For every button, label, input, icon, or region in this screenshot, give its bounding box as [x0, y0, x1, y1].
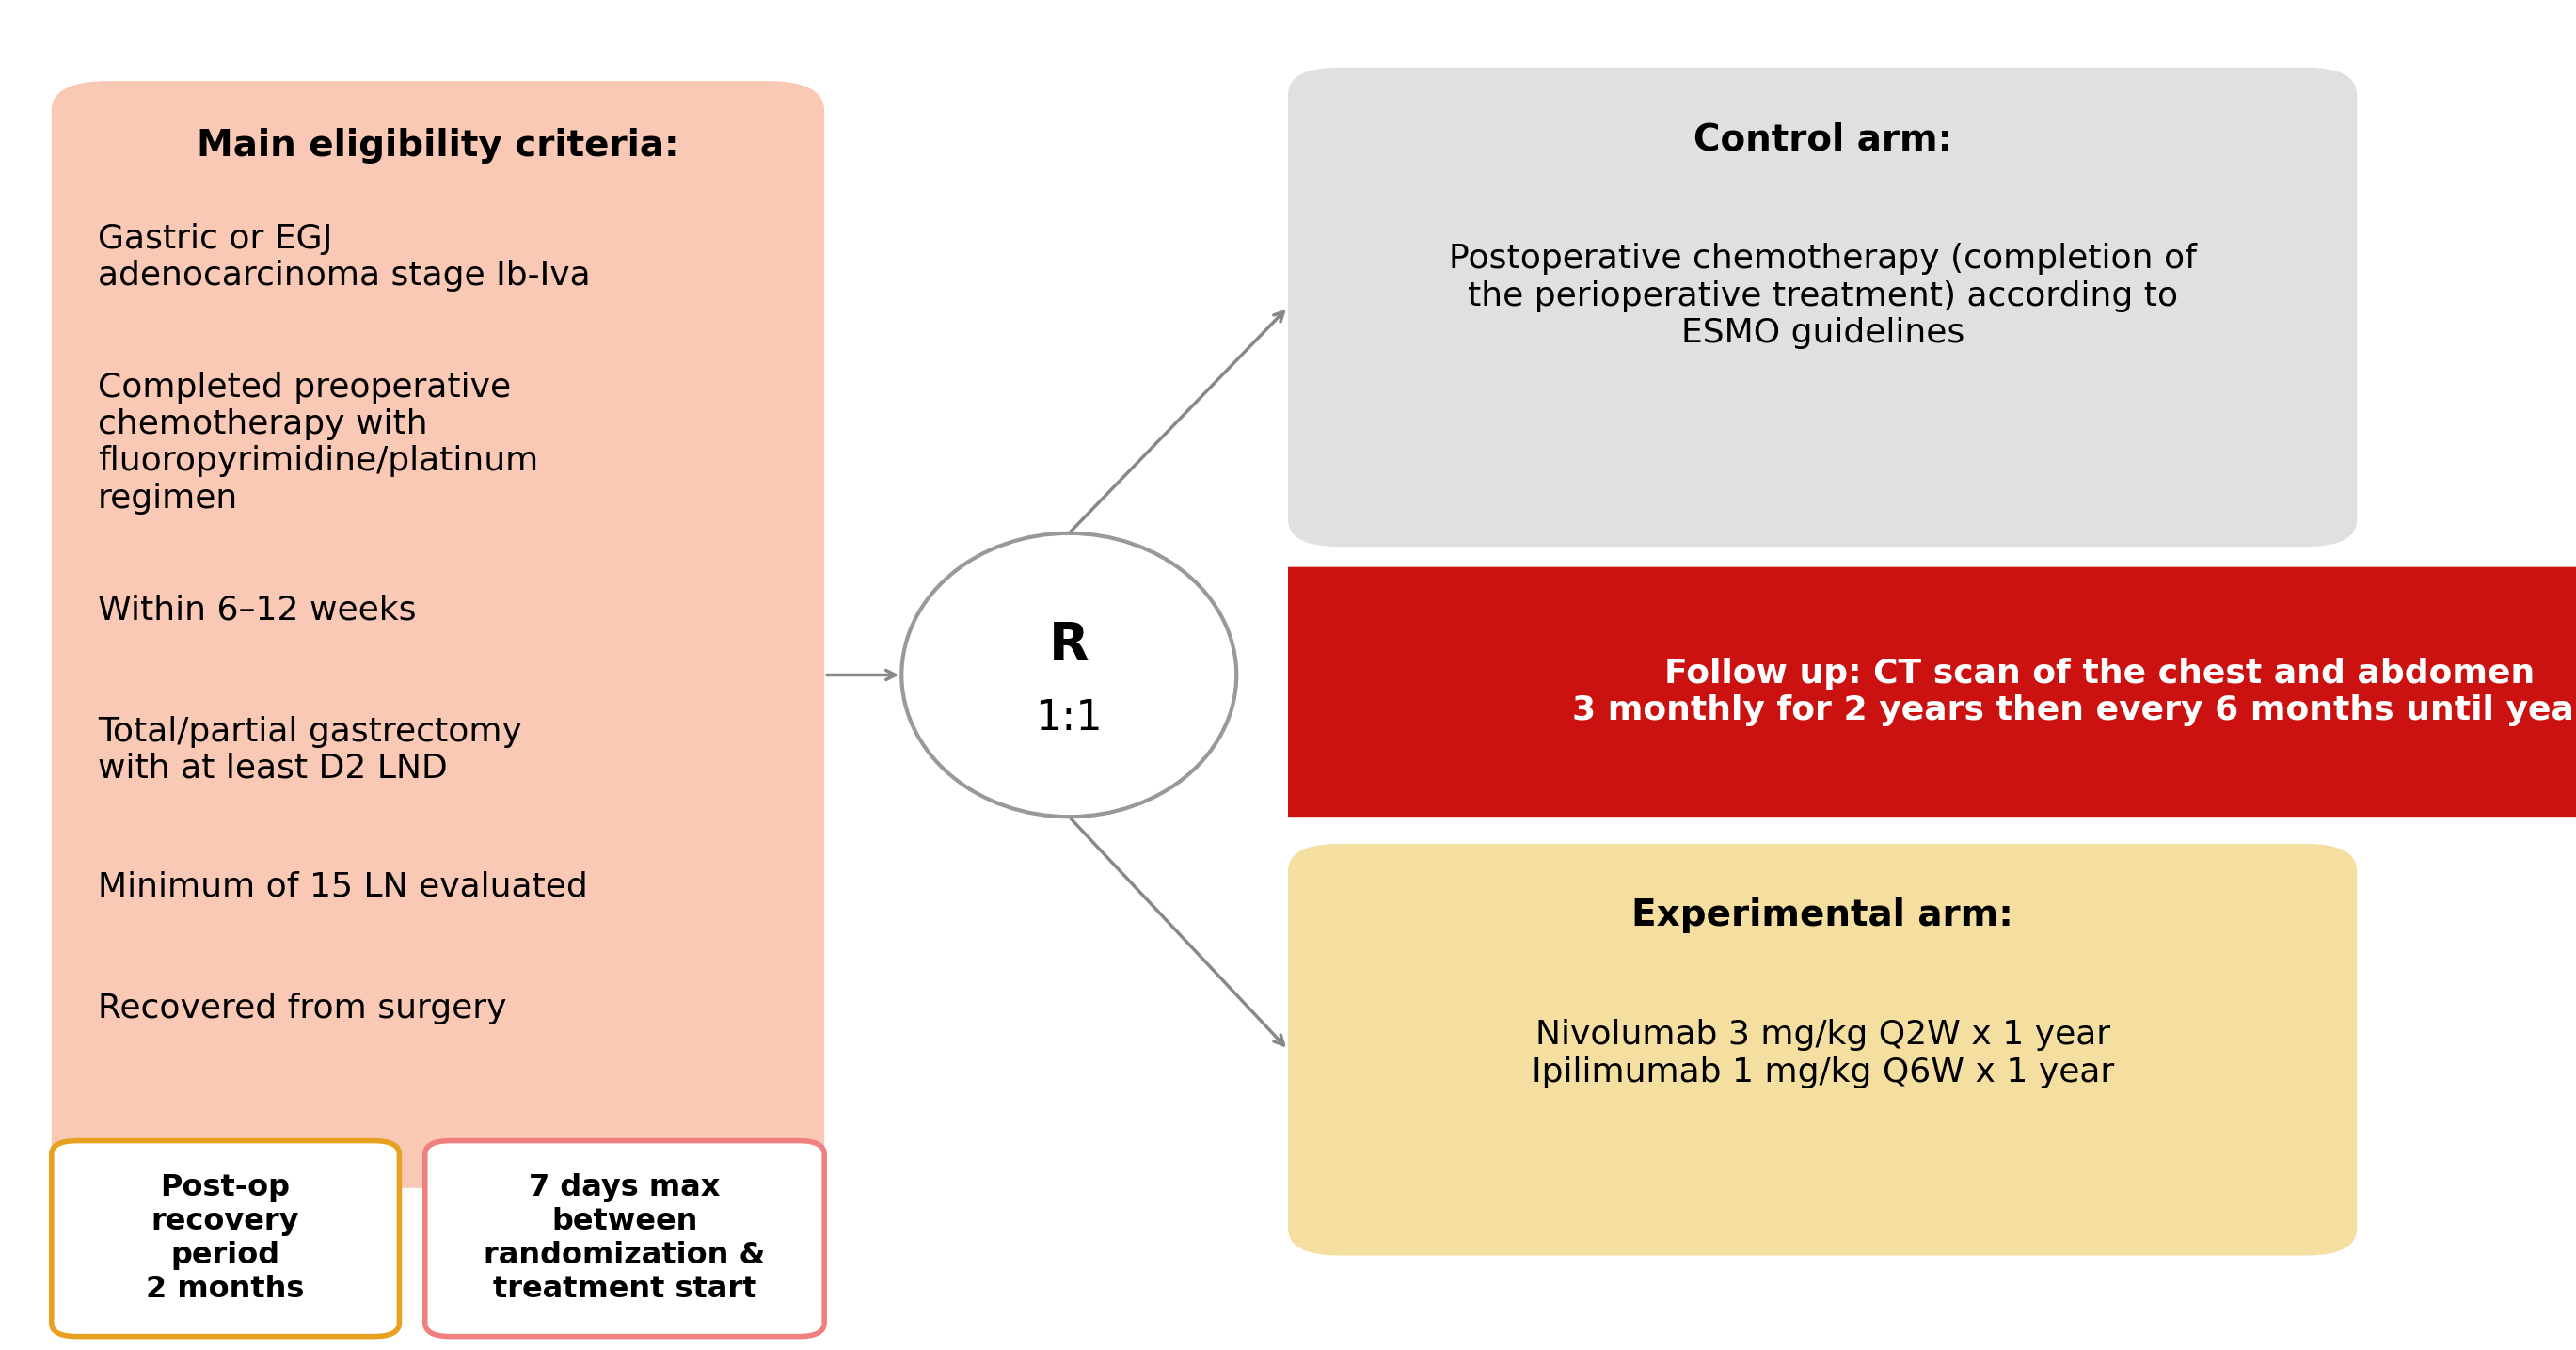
- Text: Minimum of 15 LN evaluated: Minimum of 15 LN evaluated: [98, 871, 587, 903]
- FancyBboxPatch shape: [1288, 844, 2357, 1256]
- FancyBboxPatch shape: [52, 81, 824, 1188]
- Text: Postoperative chemotherapy (completion of
the perioperative treatment) according: Postoperative chemotherapy (completion o…: [1448, 243, 2197, 350]
- Text: Gastric or EGJ
adenоcarcinoma stage Ib-Iva: Gastric or EGJ adenоcarcinoma stage Ib-I…: [98, 223, 590, 292]
- Text: 7 days max
between
randomization &
treatment start: 7 days max between randomization & treat…: [484, 1173, 765, 1304]
- FancyBboxPatch shape: [1288, 68, 2357, 547]
- Text: Nivolumab 3 mg/kg Q2W x 1 year
Ipilimumab 1 mg/kg Q6W x 1 year: Nivolumab 3 mg/kg Q2W x 1 year Ipilimuma…: [1530, 1019, 2115, 1088]
- Text: Experimental arm:: Experimental arm:: [1631, 898, 2014, 933]
- Text: 1:1: 1:1: [1036, 698, 1103, 738]
- Text: R: R: [1048, 620, 1090, 671]
- Text: Total/partial gastrectomy
with at least D2 LND: Total/partial gastrectomy with at least …: [98, 716, 523, 784]
- Text: Follow up: CT scan of the chest and abdomen
3 monthly for 2 years then every 6 m: Follow up: CT scan of the chest and abdo…: [1571, 657, 2576, 726]
- Text: Main eligibility criteria:: Main eligibility criteria:: [196, 128, 680, 163]
- Text: Control arm:: Control arm:: [1692, 122, 1953, 157]
- Text: Completed preoperative
chemotherapy with
fluoropyrimidine/platinum
regimen: Completed preoperative chemotherapy with…: [98, 371, 538, 514]
- Polygon shape: [1288, 567, 2576, 817]
- FancyBboxPatch shape: [52, 1141, 399, 1337]
- Text: Within 6–12 weeks: Within 6–12 weeks: [98, 594, 417, 626]
- Text: Post-op
recovery
period
2 months: Post-op recovery period 2 months: [147, 1173, 304, 1304]
- FancyBboxPatch shape: [425, 1141, 824, 1337]
- Ellipse shape: [902, 533, 1236, 817]
- Text: Recovered from surgery: Recovered from surgery: [98, 992, 507, 1025]
